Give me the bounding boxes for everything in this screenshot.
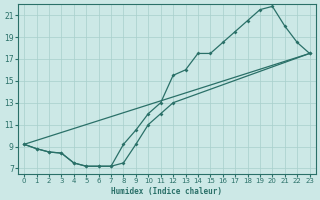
X-axis label: Humidex (Indice chaleur): Humidex (Indice chaleur) xyxy=(111,187,222,196)
